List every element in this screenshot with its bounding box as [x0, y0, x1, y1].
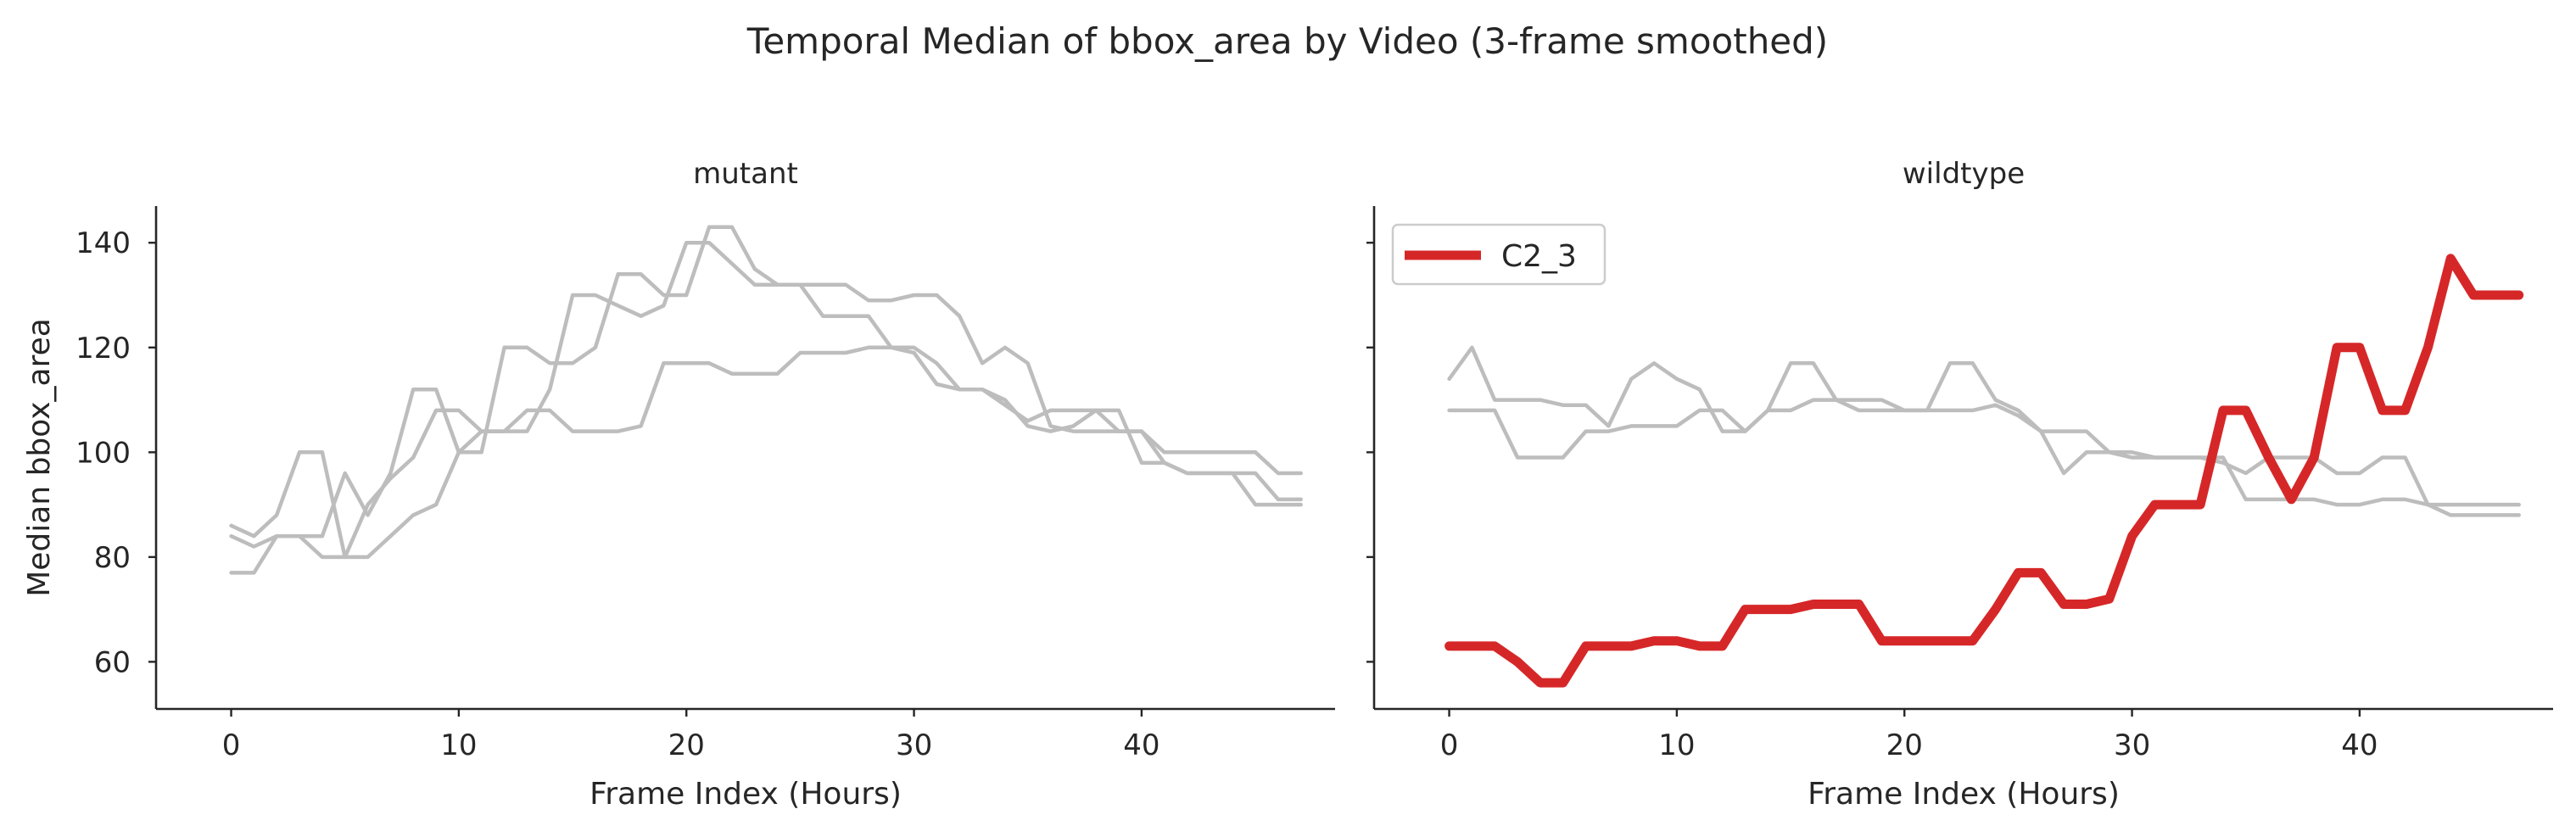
x-tick-label: 40 [1123, 728, 1159, 762]
x-tick-label: 40 [2341, 728, 2378, 762]
legend: C2_3 [1391, 223, 1607, 286]
x-tick-label: 30 [896, 728, 932, 762]
series-line-background-2 [229, 225, 1303, 575]
y-tick-label: 140 [75, 226, 131, 260]
y-tick-label: 80 [94, 541, 131, 575]
y-tick-label: 60 [94, 645, 131, 679]
figure-title: Temporal Median of bbox_area by Video (3… [746, 20, 1828, 62]
panel-title: wildtype [1903, 157, 2025, 191]
x-tick-label: 20 [668, 728, 705, 762]
panel-mutant: mutant 0 10 20 30 40 60 80 100 120 140 Frame Index … [22, 157, 1335, 812]
x-tick-label: 0 [222, 728, 241, 762]
y-tick-label: 100 [75, 436, 131, 470]
y-axis-label: Median bbox_area [22, 318, 57, 597]
x-axis-label: Frame Index (Hours) [1808, 777, 2120, 812]
panel-wildtype: wildtype 0 10 20 30 40 Frame Index (Hours) C2_3 [1366, 157, 2553, 812]
series-line-background-3 [229, 345, 1303, 560]
series-line-background-1 [1447, 345, 2521, 507]
series-line-C2_3 [1444, 254, 2524, 688]
panel-title: mutant [693, 157, 798, 191]
x-tick-label: 10 [440, 728, 477, 762]
x-tick-label: 30 [2114, 728, 2150, 762]
series-line-background-2 [1447, 398, 2521, 517]
legend-frame [1391, 223, 1607, 286]
x-tick-label: 20 [1886, 728, 1923, 762]
legend-label: C2_3 [1501, 239, 1577, 274]
y-tick-label: 120 [75, 332, 131, 365]
x-axis-label: Frame Index (Hours) [590, 777, 902, 812]
x-tick-label: 0 [1440, 728, 1459, 762]
x-tick-label: 10 [1658, 728, 1695, 762]
